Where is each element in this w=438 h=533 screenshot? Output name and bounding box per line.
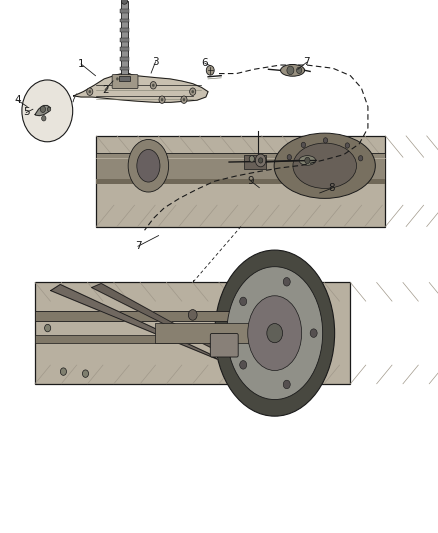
FancyBboxPatch shape (210, 334, 238, 357)
Polygon shape (74, 73, 208, 102)
Circle shape (87, 88, 93, 95)
Circle shape (159, 96, 165, 103)
Ellipse shape (227, 266, 323, 400)
Ellipse shape (123, 76, 136, 86)
Circle shape (161, 98, 163, 101)
Circle shape (267, 324, 283, 343)
Circle shape (60, 368, 67, 375)
Bar (120, 67, 129, 70)
Circle shape (42, 116, 46, 121)
Ellipse shape (248, 296, 302, 370)
Bar (96, 153, 385, 179)
Bar (244, 155, 266, 169)
Bar (121, 1, 128, 81)
Circle shape (150, 82, 156, 89)
Text: 4: 4 (14, 95, 21, 105)
Ellipse shape (128, 140, 169, 192)
Circle shape (206, 66, 214, 75)
Circle shape (116, 77, 119, 80)
FancyBboxPatch shape (112, 75, 138, 88)
Bar (120, 38, 129, 42)
Circle shape (310, 329, 317, 337)
Text: 1: 1 (78, 59, 85, 69)
Bar (35, 335, 250, 343)
Circle shape (114, 75, 120, 83)
Circle shape (345, 143, 350, 148)
Circle shape (283, 380, 290, 389)
Text: 7: 7 (303, 58, 310, 67)
Circle shape (323, 138, 328, 143)
Text: 3: 3 (152, 57, 159, 67)
Ellipse shape (215, 250, 335, 416)
Circle shape (181, 96, 187, 103)
Circle shape (255, 154, 266, 167)
Circle shape (305, 157, 310, 164)
Circle shape (287, 66, 294, 75)
Bar (35, 311, 272, 321)
Text: 8: 8 (328, 183, 336, 193)
Circle shape (152, 84, 155, 87)
Bar (96, 136, 385, 227)
Text: 5: 5 (23, 108, 30, 117)
Bar (120, 57, 129, 61)
Circle shape (191, 90, 194, 93)
Circle shape (45, 324, 51, 332)
Circle shape (22, 80, 73, 142)
Circle shape (258, 158, 263, 163)
Circle shape (190, 88, 196, 95)
Circle shape (183, 98, 185, 101)
Text: 6: 6 (201, 59, 208, 68)
Circle shape (82, 370, 88, 377)
Circle shape (297, 67, 302, 74)
Bar (96, 179, 385, 184)
Circle shape (283, 278, 290, 286)
Circle shape (358, 156, 363, 161)
Circle shape (301, 142, 306, 148)
Ellipse shape (299, 156, 316, 165)
Polygon shape (35, 106, 50, 116)
Bar (120, 9, 129, 13)
Circle shape (287, 155, 292, 160)
Polygon shape (92, 284, 230, 358)
Bar (35, 282, 350, 384)
Ellipse shape (137, 149, 160, 182)
Circle shape (188, 310, 197, 320)
Ellipse shape (280, 64, 305, 76)
Ellipse shape (293, 143, 357, 189)
Text: 9: 9 (247, 176, 254, 186)
Circle shape (47, 107, 51, 111)
Ellipse shape (274, 133, 375, 198)
Bar (120, 47, 129, 51)
Bar (119, 76, 130, 81)
Circle shape (240, 297, 247, 305)
Text: 2: 2 (102, 85, 109, 94)
Circle shape (240, 361, 247, 369)
Bar (120, 19, 129, 22)
Polygon shape (51, 285, 218, 359)
Bar (120, 28, 129, 32)
Bar (155, 323, 281, 343)
Text: 7: 7 (134, 241, 141, 251)
Circle shape (40, 106, 46, 112)
Circle shape (249, 156, 254, 162)
Circle shape (88, 90, 91, 93)
Ellipse shape (121, 0, 127, 4)
